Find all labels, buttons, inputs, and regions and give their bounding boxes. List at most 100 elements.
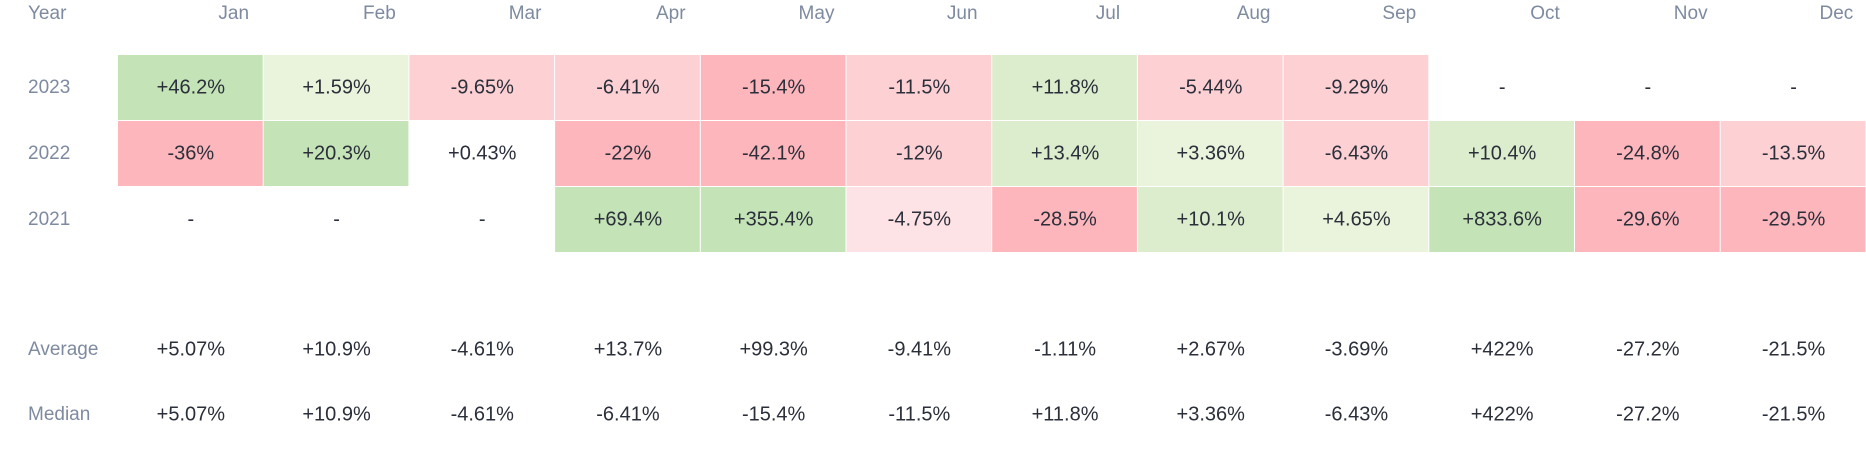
header-month-may: May — [799, 3, 835, 24]
summary-value-median-dec: -21.5% — [1762, 403, 1826, 425]
heatmap-cell-2022-jul — [992, 121, 1137, 186]
heatmap-cell-2022-dec — [1720, 121, 1866, 186]
row-label-2022: 2022 — [28, 143, 70, 164]
heatmap-cell-2023-jul — [992, 55, 1137, 120]
cell-value-2022-aug: +3.36% — [1177, 142, 1246, 164]
header-month-nov: Nov — [1674, 3, 1708, 24]
cell-value-2021-sep: +4.65% — [1322, 208, 1391, 230]
summary-value-median-may: -15.4% — [742, 403, 806, 425]
cell-value-2021-may: +355.4% — [734, 208, 814, 230]
cell-value-2021-aug: +10.1% — [1177, 208, 1246, 230]
cell-value-2023-mar: -9.65% — [451, 76, 515, 98]
cell-value-2021-nov: -29.6% — [1616, 208, 1680, 230]
header-month-aug: Aug — [1237, 3, 1271, 24]
summary-value-median-jul: +11.8% — [1032, 403, 1099, 425]
cell-value-2022-sep: -6.43% — [1325, 142, 1389, 164]
cell-value-2022-jul: +13.4% — [1031, 142, 1100, 164]
header-month-jun: Jun — [947, 3, 978, 24]
cell-value-2022-mar: +0.43% — [448, 142, 517, 164]
heatmap-cell-2021-oct — [1429, 187, 1574, 252]
heatmap-cell-2021-dec — [1720, 187, 1866, 252]
heatmap-cell-2023-may — [700, 55, 846, 120]
cell-value-2023-may: -15.4% — [742, 76, 806, 98]
summary-value-average-may: +99.3% — [739, 338, 808, 360]
cell-value-2021-apr: +69.4% — [594, 208, 663, 230]
cell-value-2023-feb: +1.59% — [302, 76, 371, 98]
row-label-2023: 2023 — [28, 77, 70, 98]
cell-value-2021-oct: +833.6% — [1462, 208, 1542, 230]
cell-value-2023-jun: -11.5% — [888, 76, 950, 98]
cell-value-2023-apr: -6.41% — [596, 76, 660, 98]
heatmap-cell-2021-apr — [555, 187, 700, 252]
heatmap-cell-2022-apr — [555, 121, 700, 186]
header-month-jul: Jul — [1096, 3, 1120, 24]
heatmap-cell-2023-jun — [846, 55, 992, 120]
heatmap-cell-2021-jul — [992, 187, 1137, 252]
cell-value-2023-sep: -9.29% — [1325, 76, 1389, 98]
heatmap-cell-2023-mar — [409, 55, 555, 120]
heatmap-cell-2022-jun — [846, 121, 992, 186]
heatmap-cell-2022-oct — [1429, 121, 1574, 186]
summary-value-average-apr: +13.7% — [594, 338, 663, 360]
summary-value-median-oct: +422% — [1471, 403, 1534, 425]
heatmap-cell-2022-jan — [118, 121, 263, 186]
summary-value-average-sep: -3.69% — [1325, 338, 1389, 360]
cell-value-2023-jul: +11.8% — [1032, 76, 1099, 98]
header-month-apr: Apr — [656, 3, 686, 24]
summary-value-median-sep: -6.43% — [1325, 403, 1389, 425]
summary-value-average-dec: -21.5% — [1762, 338, 1826, 360]
cell-value-2022-may: -42.1% — [742, 142, 806, 164]
summary-value-average-nov: -27.2% — [1616, 338, 1680, 360]
row-label-2021: 2021 — [28, 209, 70, 230]
cell-value-2022-feb: +20.3% — [302, 142, 371, 164]
cell-value-2023-dec: - — [1790, 76, 1797, 98]
header-month-sep: Sep — [1382, 3, 1416, 24]
cell-value-2023-aug: -5.44% — [1179, 76, 1243, 98]
summary-value-median-mar: -4.61% — [451, 403, 515, 425]
heatmap-cell-2021-nov — [1575, 187, 1720, 252]
summary-label-average: Average — [28, 339, 98, 360]
heatmap-cell-2021-aug — [1137, 187, 1283, 252]
summary-value-average-jul: -1.11% — [1034, 338, 1096, 360]
summary-value-median-aug: +3.36% — [1177, 403, 1246, 425]
cell-value-2022-dec: -13.5% — [1762, 142, 1826, 164]
cell-value-2022-apr: -22% — [605, 142, 652, 164]
heatmap-cell-2022-nov — [1575, 121, 1720, 186]
summary-value-median-apr: -6.41% — [596, 403, 660, 425]
cell-value-2021-jul: -28.5% — [1033, 208, 1097, 230]
header-month-oct: Oct — [1530, 3, 1560, 24]
summary-value-average-jan: +5.07% — [157, 338, 226, 360]
heatmap-cell-2023-aug — [1137, 55, 1283, 120]
heatmap-cell-2023-jan — [118, 55, 263, 120]
summary-value-median-nov: -27.2% — [1616, 403, 1680, 425]
cell-value-2021-feb: - — [333, 208, 340, 230]
cell-value-2022-jan: -36% — [167, 142, 214, 164]
heatmap-cell-2021-sep — [1283, 187, 1429, 252]
heatmap-cell-2021-may — [700, 187, 846, 252]
cell-value-2022-jun: -12% — [896, 142, 943, 164]
summary-value-average-oct: +422% — [1471, 338, 1534, 360]
cell-value-2021-mar: - — [479, 208, 486, 230]
heatmap-cell-2023-feb — [263, 55, 409, 120]
summary-value-average-feb: +10.9% — [302, 338, 371, 360]
cell-value-2021-jun: -4.75% — [888, 208, 952, 230]
summary-value-average-aug: +2.67% — [1177, 338, 1246, 360]
summary-value-average-mar: -4.61% — [451, 338, 515, 360]
cell-value-2021-dec: -29.5% — [1762, 208, 1826, 230]
summary-value-average-jun: -9.41% — [888, 338, 952, 360]
header-month-feb: Feb — [363, 3, 396, 24]
cell-value-2023-oct: - — [1499, 76, 1506, 98]
heatmap-cell-2023-sep — [1283, 55, 1429, 120]
summary-label-median: Median — [28, 404, 90, 425]
cell-value-2023-jan: +46.2% — [157, 76, 226, 98]
heatmap-cell-2023-apr — [555, 55, 700, 120]
heatmap-cell-2021-jun — [846, 187, 992, 252]
cell-value-2021-jan: - — [188, 208, 195, 230]
header-month-mar: Mar — [509, 3, 542, 24]
summary-value-median-jun: -11.5% — [888, 403, 950, 425]
header-month-dec: Dec — [1820, 3, 1854, 24]
heatmap-cell-2022-may — [700, 121, 846, 186]
heatmap-cell-2022-aug — [1137, 121, 1283, 186]
cell-value-2023-nov: - — [1645, 76, 1652, 98]
